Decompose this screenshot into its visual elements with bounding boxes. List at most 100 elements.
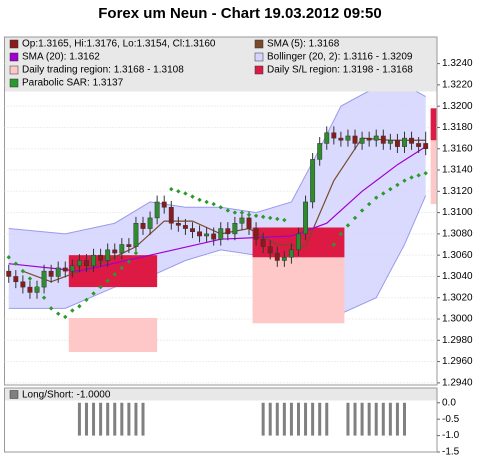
candle-body (27, 286, 33, 293)
y-tick-label: 1.3000 (442, 314, 473, 325)
bar (84, 402, 88, 436)
sar-dot (41, 295, 47, 300)
sar-dot (268, 215, 273, 221)
candle-body (239, 217, 245, 224)
candle-body (324, 132, 330, 144)
legend-label: Daily S/L region: 1.3198 - 1.3168 (267, 65, 413, 76)
candle-body (154, 201, 160, 219)
candle-body (416, 143, 422, 147)
bar (395, 402, 399, 436)
candle-body (161, 201, 167, 208)
candle-body (218, 228, 224, 240)
legend-label: SMA (20): 1.3162 (22, 52, 100, 63)
y-tick-label: 1.3220 (442, 80, 473, 91)
y-tick-label: -1.5 (442, 447, 460, 457)
sar-dot (345, 223, 351, 228)
bar (346, 402, 350, 436)
candle-body (197, 231, 202, 237)
bar (99, 402, 103, 436)
candle-body (394, 139, 400, 147)
bar (318, 402, 322, 436)
sar-dot (105, 278, 110, 283)
candle-body (168, 207, 174, 224)
y-tick-label: 1.3120 (442, 186, 473, 197)
sar-dot (374, 195, 379, 200)
sar-dot (331, 242, 337, 247)
sar-dot (27, 276, 33, 281)
sar-dot (359, 208, 365, 213)
bar (127, 402, 131, 436)
sar-dot (133, 250, 139, 256)
y-tick-label: 1.3180 (442, 122, 473, 133)
bar (141, 402, 145, 436)
candle-body (190, 228, 195, 233)
y-tick-label: 1.2980 (442, 335, 473, 346)
sar-dot (381, 191, 386, 196)
sar-dot (338, 231, 344, 237)
legend-swatch (254, 52, 264, 62)
bar (77, 402, 81, 436)
sar-dot (204, 199, 209, 205)
y-tick-label: 1.3020 (442, 292, 473, 303)
sar-dot (416, 173, 421, 178)
sar-dot (183, 191, 188, 196)
candle-body (76, 260, 82, 267)
sar-dot (197, 197, 202, 203)
candle-body (20, 281, 26, 288)
region (430, 108, 437, 141)
candle-body (246, 217, 252, 229)
y-tick-label: 1.3200 (442, 101, 473, 112)
bar (268, 402, 272, 436)
sar-dot (70, 308, 75, 313)
sar-dot (253, 213, 259, 218)
indicator-line (8, 146, 427, 272)
legend-swatch (9, 39, 19, 49)
candle-body (345, 135, 351, 141)
candle-body (98, 254, 104, 261)
sar-dot (119, 265, 125, 271)
y-tick-label: 1.2940 (442, 378, 473, 389)
sar-dot (56, 311, 61, 316)
candle-body (175, 222, 181, 226)
legend-swatch (9, 52, 19, 62)
candle-body (55, 267, 61, 277)
legend-label: Long/Short: -1.0000 (22, 390, 111, 401)
candle-body (274, 252, 280, 261)
candle-body (62, 267, 68, 272)
sar-dot (91, 291, 96, 296)
legend-box (5, 388, 437, 401)
candle-body (331, 132, 337, 139)
sar-dot (98, 284, 103, 290)
sar-dot (388, 186, 393, 192)
bar (388, 402, 392, 436)
legend-label: SMA (5): 1.3168 (267, 39, 340, 50)
sar-dot (218, 205, 223, 210)
y-tick-label: 1.3040 (442, 271, 473, 282)
candle-body (402, 137, 407, 147)
candle-body (303, 201, 309, 235)
sar-dot (232, 210, 238, 215)
region (68, 317, 158, 353)
candle-body (112, 249, 118, 254)
region (430, 140, 437, 205)
legend-swatch (9, 65, 19, 75)
sar-dot (275, 216, 280, 222)
candle-body (366, 137, 372, 141)
y-tick-label: 1.3100 (442, 207, 473, 218)
candle-body (281, 257, 287, 261)
bar (261, 402, 265, 436)
candle-body (147, 217, 153, 229)
candle-body (69, 265, 75, 272)
candle-body (91, 254, 96, 267)
y-tick-label: 1.3140 (442, 165, 473, 176)
sar-dot (176, 189, 181, 194)
sar-dot (366, 201, 372, 207)
candle-body (13, 276, 19, 283)
chart-title: Forex um Neun - Chart 19.03.2012 09:50 (98, 5, 381, 22)
legend-swatch (254, 65, 264, 75)
sar-dot (169, 186, 174, 192)
legend-swatch (9, 390, 19, 399)
sar-dot (409, 175, 414, 180)
sar-dot (395, 182, 400, 188)
